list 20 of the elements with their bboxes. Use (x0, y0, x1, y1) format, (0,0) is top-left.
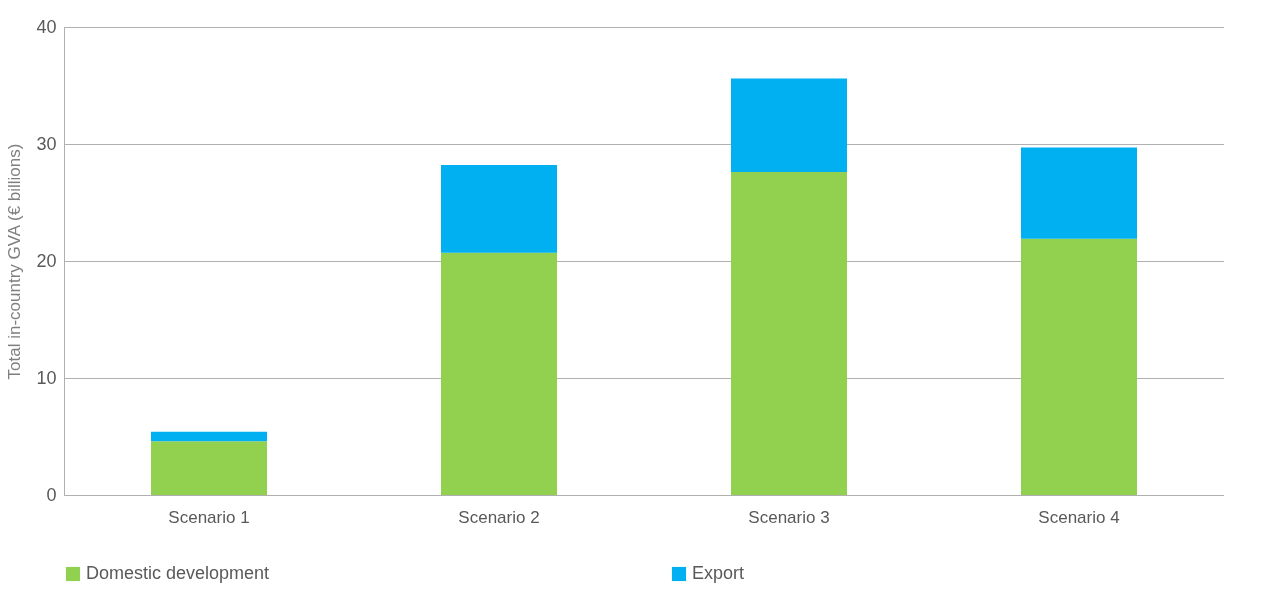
bar (731, 78, 847, 173)
bar (1021, 147, 1137, 239)
legend-label: Export (692, 563, 745, 583)
legend-label: Domestic development (86, 563, 270, 583)
y-tick-label: 10 (36, 367, 57, 388)
bar (1021, 238, 1137, 495)
y-tick-label: 0 (46, 484, 57, 505)
y-axis-title: Total in-country GVA (€ billions) (5, 143, 25, 380)
x-tick-label: Scenario 4 (1038, 507, 1120, 527)
x-tick-label: Scenario 2 (458, 507, 540, 527)
bar (151, 441, 267, 495)
x-tick-label: Scenario 3 (748, 507, 830, 527)
x-tick-label: Scenario 1 (168, 507, 250, 527)
y-tick-label: 20 (36, 250, 57, 271)
y-tick-label: 40 (36, 16, 57, 37)
bar (441, 252, 557, 495)
bar (151, 431, 267, 442)
bar (441, 165, 557, 253)
bar (731, 172, 847, 495)
y-tick-label: 30 (36, 133, 57, 154)
